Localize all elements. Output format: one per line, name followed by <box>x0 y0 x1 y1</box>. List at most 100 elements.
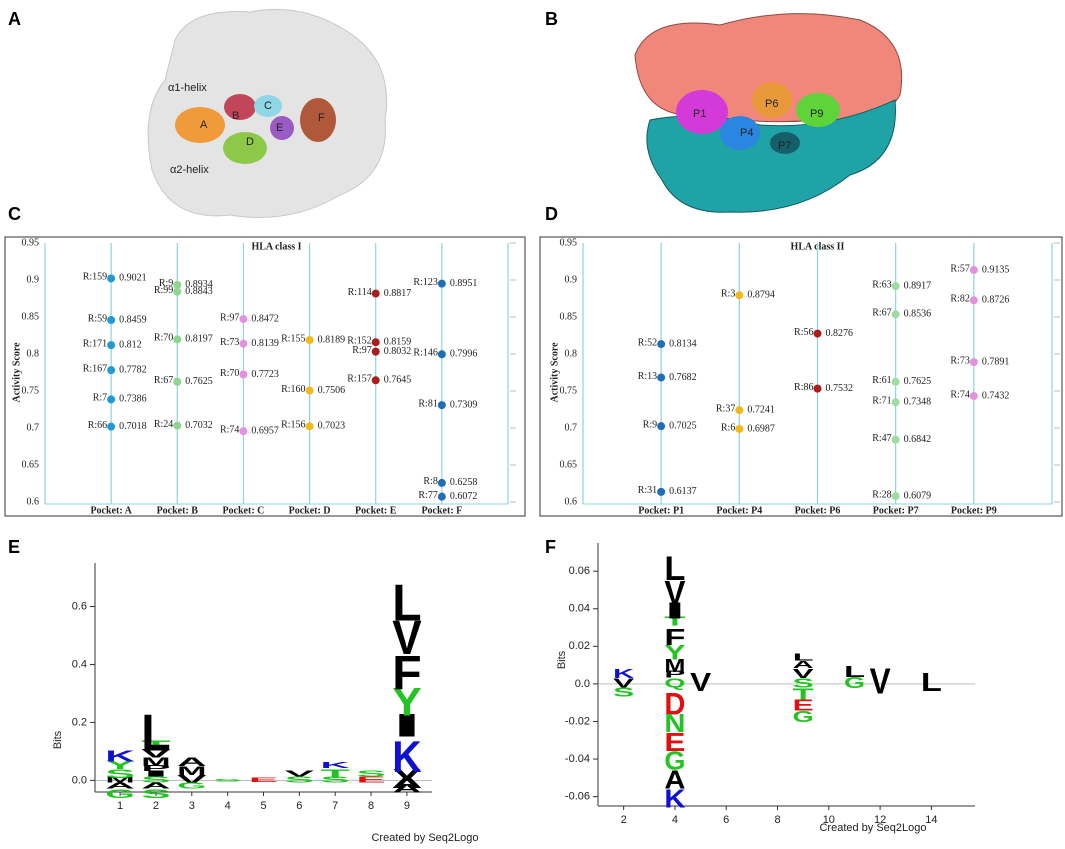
structure-b: P1 P6 P9 P4 P7 <box>634 13 903 213</box>
point <box>305 386 314 395</box>
x-tick-label: Pocket: C <box>222 505 264 516</box>
x-tick-label: 5 <box>260 800 266 812</box>
point-label: R:160 <box>281 384 305 395</box>
point-label: R:99 <box>154 285 173 296</box>
value-label: 0.8134 <box>669 338 697 349</box>
point <box>107 366 116 375</box>
chart-frame <box>4 236 526 517</box>
logo-letter: A <box>141 781 171 790</box>
logo-letter: G <box>105 787 134 801</box>
logo-letter: V <box>613 676 635 691</box>
point <box>735 291 744 300</box>
logo-letter: G <box>664 747 685 776</box>
point-label: R:70 <box>220 368 239 379</box>
logo-letter: K <box>105 747 134 765</box>
point <box>239 427 248 436</box>
logo-letter: G <box>177 781 206 790</box>
x-tick-label: Pocket: P4 <box>716 505 762 516</box>
logo-letter: K <box>321 761 351 770</box>
point-label: R:59 <box>88 313 107 324</box>
x-tick-label: Pocket: P9 <box>951 505 997 516</box>
logo-letter: D <box>664 686 685 722</box>
point <box>969 266 978 275</box>
point-label: R:81 <box>418 398 437 409</box>
value-label: 0.8726 <box>982 295 1010 306</box>
logo-letter: I <box>664 598 685 624</box>
x-tick-label: Pocket: F <box>421 505 462 516</box>
point-label: R:71 <box>872 396 891 407</box>
value-label: 0.7891 <box>982 356 1010 367</box>
point <box>437 279 446 288</box>
value-label: 0.7348 <box>904 397 932 408</box>
y-tick-label: 0.02 <box>569 640 590 652</box>
point <box>657 487 666 496</box>
point <box>371 376 380 385</box>
point <box>657 340 666 349</box>
pocket <box>224 94 256 120</box>
x-tick-label: 7 <box>332 800 338 812</box>
structure-label: B <box>232 110 239 122</box>
value-label: 0.7432 <box>982 390 1010 401</box>
logo-letter: M <box>177 764 206 778</box>
logo-letter: Y <box>105 758 135 772</box>
value-label: 0.7241 <box>747 404 775 415</box>
footer: Created by Seq2Logo <box>819 822 926 834</box>
chart-frame <box>539 236 1063 517</box>
point-label: R:146 <box>413 348 437 359</box>
logo-letter: F <box>392 645 421 699</box>
logo-letter: N <box>664 709 685 738</box>
logo-letter: Q <box>664 676 685 691</box>
pocket <box>175 107 225 143</box>
point <box>437 401 446 410</box>
value-label: 0.7996 <box>450 349 478 360</box>
value-label: 0.6258 <box>450 477 478 488</box>
logo-letter: T <box>141 738 171 752</box>
point-label: R:67 <box>872 308 891 319</box>
panel-label: C <box>8 204 21 224</box>
point-label: R:167 <box>83 363 107 374</box>
logo-letter: S <box>285 776 314 785</box>
value-label: 0.7682 <box>669 372 697 383</box>
value-label: 0.8159 <box>384 337 412 348</box>
y-tick-label: -0.06 <box>565 791 590 803</box>
structure-label: F <box>318 112 325 124</box>
chart-title: HLA class I <box>251 241 301 252</box>
point-label: R:159 <box>83 272 107 283</box>
x-tick-label: Pocket: A <box>90 505 132 516</box>
y-tick-label: 0.75 <box>560 385 578 396</box>
logo-letter: V <box>392 610 421 664</box>
point <box>239 315 248 324</box>
x-tick-label: Pocket: B <box>157 505 199 516</box>
y-tick-label: 0.95 <box>22 237 40 248</box>
y-tick-label: 0.9 <box>565 274 578 285</box>
logo-letter: S <box>105 767 134 781</box>
point-label: R:3 <box>721 289 735 300</box>
point-label: R:66 <box>88 420 107 431</box>
logo-letter: I <box>141 770 170 779</box>
value-label: 0.7023 <box>318 421 346 432</box>
point-label: R:56 <box>794 327 813 338</box>
point <box>813 329 822 338</box>
point-label: R:152 <box>347 336 371 347</box>
point <box>173 287 182 296</box>
y-tick-label: 0.75 <box>22 385 40 396</box>
point <box>239 370 248 379</box>
logo-letter: S <box>213 778 242 782</box>
value-label: 0.8951 <box>450 278 478 289</box>
logo-letter: G <box>844 674 865 692</box>
value-label: 0.9135 <box>982 264 1010 275</box>
y-tick-label: 0.04 <box>569 603 590 615</box>
panel-label: D <box>545 204 558 224</box>
point <box>891 435 900 444</box>
point-label: R:37 <box>716 403 735 414</box>
value-label: 0.9021 <box>119 273 146 284</box>
logo-letter: S <box>141 787 170 801</box>
point <box>305 336 314 345</box>
y-tick-label: 0.06 <box>569 565 590 577</box>
point-label: R:97 <box>220 312 239 323</box>
pocket <box>223 132 267 164</box>
x-tick-label: 10 <box>823 814 835 826</box>
logo-letter: Y <box>664 642 685 665</box>
logo-letter: V <box>664 574 686 612</box>
logo-letter: S <box>613 685 634 700</box>
